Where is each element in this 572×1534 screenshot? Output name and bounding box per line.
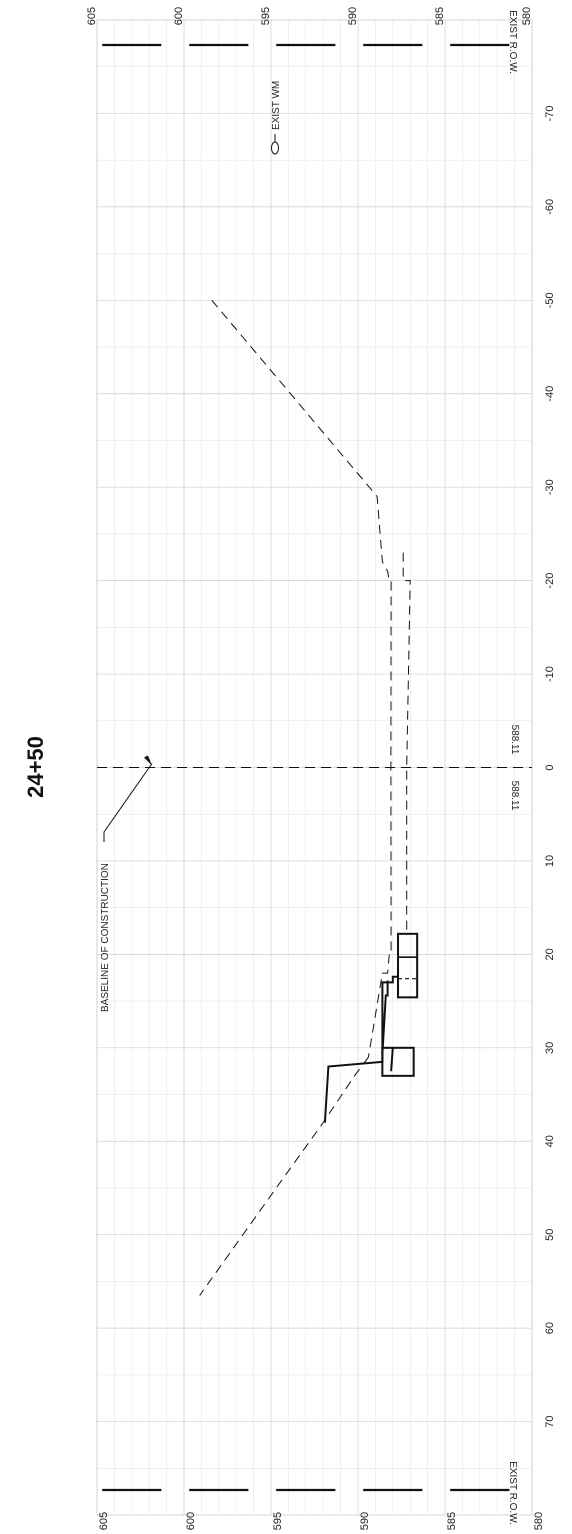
offset-tick-label: 40 (544, 1135, 556, 1147)
section-line-dashed-2 (199, 1056, 369, 1296)
offset-tick-label: -20 (544, 573, 556, 589)
baseline-elevation-label: 588.11 (509, 781, 520, 811)
offset-tick-label: 10 (544, 855, 556, 867)
water-main-label: EXIST WM (271, 81, 282, 130)
elevation-tick-label: 605 (86, 7, 98, 25)
elevation-tick-label: 590 (359, 1512, 371, 1530)
section-line-dashed-1 (211, 299, 392, 1058)
offset-tick-label: -30 (544, 479, 556, 495)
offset-tick-label: 60 (544, 1322, 556, 1334)
elevation-tick-label: 600 (173, 7, 185, 25)
section-line-solid-5 (381, 980, 389, 1054)
footing-box-right (381, 1046, 415, 1077)
section-lines (97, 299, 532, 1296)
elevation-tick-label: 580 (533, 1512, 545, 1530)
baseline-label: BASELINE OF CONSTRUCTION (100, 863, 111, 1012)
elevation-tick-label: 580 (521, 7, 533, 25)
elevation-tick-label: 605 (98, 1512, 110, 1530)
section-line-solid-4 (323, 975, 399, 1123)
offset-tick-label: 70 (544, 1415, 556, 1427)
offset-tick-label: 20 (544, 948, 556, 960)
elevation-tick-label: 595 (260, 7, 272, 25)
offset-tick-label: -50 (544, 292, 556, 308)
water-main-symbol (271, 141, 279, 155)
offset-tick-label: 50 (544, 1229, 556, 1241)
elevation-tick-label: 585 (434, 7, 446, 25)
offset-tick-label: -10 (544, 666, 556, 682)
offset-tick-label: 0 (544, 764, 556, 770)
offset-tick-label: -40 (544, 386, 556, 402)
offset-tick-label: -70 (544, 105, 556, 121)
offset-tick-label: -60 (544, 199, 556, 215)
elevation-tick-label: 590 (347, 7, 359, 25)
baseline-leader (103, 763, 153, 842)
offset-tick-label: 30 (544, 1042, 556, 1054)
baseline-elevation-label: 588.11 (509, 725, 520, 755)
section-line-solid-6 (390, 1047, 394, 1072)
footing-box-left (397, 932, 419, 999)
annotations: BASELINE OF CONSTRUCTION EXIST WM 588.11 58… (100, 10, 520, 1525)
right-of-way-label: EXIST R.O.W. (507, 10, 518, 74)
section-line-dashed-3 (402, 552, 411, 936)
right-of-way-label: EXIST R.O.W. (507, 1461, 518, 1525)
baseline-leader-arrow (144, 755, 152, 766)
axis-labels: 580580585585590590595595600600605605-70-… (86, 7, 556, 1530)
elevation-tick-label: 600 (185, 1512, 197, 1530)
elevation-tick-label: 595 (272, 1512, 284, 1530)
elevation-tick-label: 585 (446, 1512, 458, 1530)
